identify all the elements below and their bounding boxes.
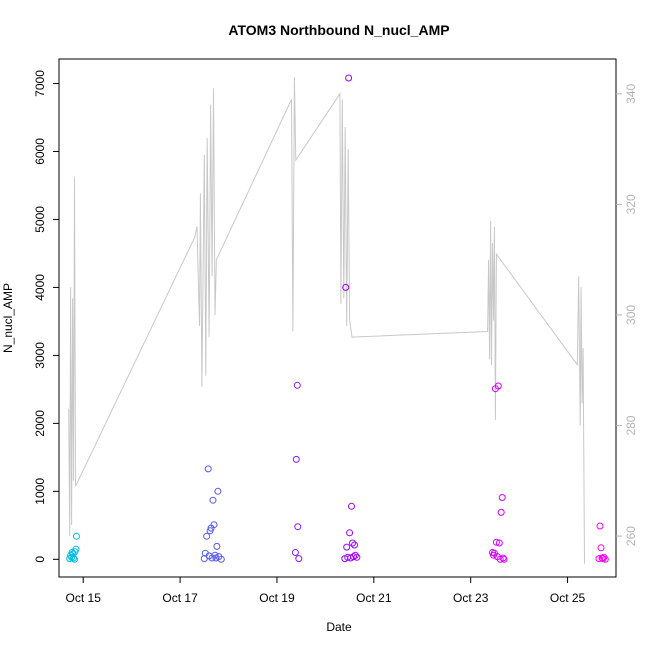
data-point <box>601 555 609 563</box>
x-tick-label: Oct 19 <box>259 591 295 605</box>
data-point <box>348 502 355 510</box>
data-point <box>293 381 301 389</box>
y-tick-label: 6000 <box>33 138 47 165</box>
plot-frame <box>58 58 617 578</box>
data-point <box>214 487 222 495</box>
data-point <box>349 539 356 547</box>
data-point <box>600 553 608 561</box>
chart-title: ATOM3 Northbound N_nucl_AMP <box>228 22 449 38</box>
y-tick-label: 4000 <box>33 274 47 301</box>
y-tick-label: 7000 <box>33 70 47 97</box>
data-point <box>70 554 77 562</box>
y-tick-label: 2000 <box>33 410 47 437</box>
data-point <box>345 74 353 82</box>
data-point <box>494 382 502 390</box>
data-point <box>343 543 351 551</box>
data-point <box>342 283 350 291</box>
data-point <box>350 553 357 561</box>
data-point <box>71 555 78 563</box>
data-point <box>351 541 358 549</box>
x-tick-label: Oct 21 <box>356 591 392 605</box>
data-point <box>497 508 505 516</box>
data-point <box>499 554 507 562</box>
secondary-series-line <box>68 77 585 564</box>
y-tick-label: 1000 <box>33 478 47 505</box>
y2-tick-label: 340 <box>624 83 638 103</box>
data-point <box>295 555 303 563</box>
data-point <box>203 532 211 540</box>
x-tick-label: Oct 17 <box>162 591 198 605</box>
data-point <box>210 521 218 529</box>
scatter-points <box>66 74 609 563</box>
data-point <box>346 529 354 537</box>
data-point <box>596 522 604 530</box>
data-point <box>294 523 302 531</box>
y-tick-label: 3000 <box>33 342 47 369</box>
x-tick-label: Oct 15 <box>66 591 102 605</box>
data-point <box>72 545 80 553</box>
y-tick-label: 5000 <box>33 206 47 233</box>
data-point <box>204 465 212 473</box>
x-tick-label: Oct 23 <box>453 591 489 605</box>
y2-tick-label: 300 <box>624 305 638 325</box>
secondary-line-path <box>68 77 585 564</box>
data-point <box>72 532 80 540</box>
y-axis: 0 1000 2000 3000 4000 5000 6000 7000 <box>33 70 59 563</box>
y2-axis: 260 280 300 320 340 <box>616 83 638 546</box>
x-tick-label: Oct 25 <box>550 591 586 605</box>
data-point <box>353 553 361 561</box>
y2-tick-label: 320 <box>624 194 638 214</box>
data-point <box>492 538 500 546</box>
y-tick-label: 0 <box>33 556 47 563</box>
data-point <box>66 555 74 563</box>
data-point <box>291 549 299 556</box>
data-point <box>217 555 225 563</box>
data-point <box>495 539 503 547</box>
data-point <box>213 542 221 550</box>
data-point <box>500 555 508 563</box>
data-point <box>597 544 605 552</box>
y-axis-label: N_nucl_AMP <box>1 283 15 353</box>
data-point <box>351 551 359 559</box>
y2-tick-label: 280 <box>624 415 638 435</box>
data-point <box>498 494 506 501</box>
data-point <box>292 455 300 463</box>
data-point <box>209 496 217 504</box>
x-axis: Oct 15 Oct 17 Oct 19 Oct 21 Oct 23 Oct 25 <box>66 577 586 605</box>
x-axis-label: Date <box>326 620 352 634</box>
y2-tick-label: 260 <box>624 526 638 546</box>
